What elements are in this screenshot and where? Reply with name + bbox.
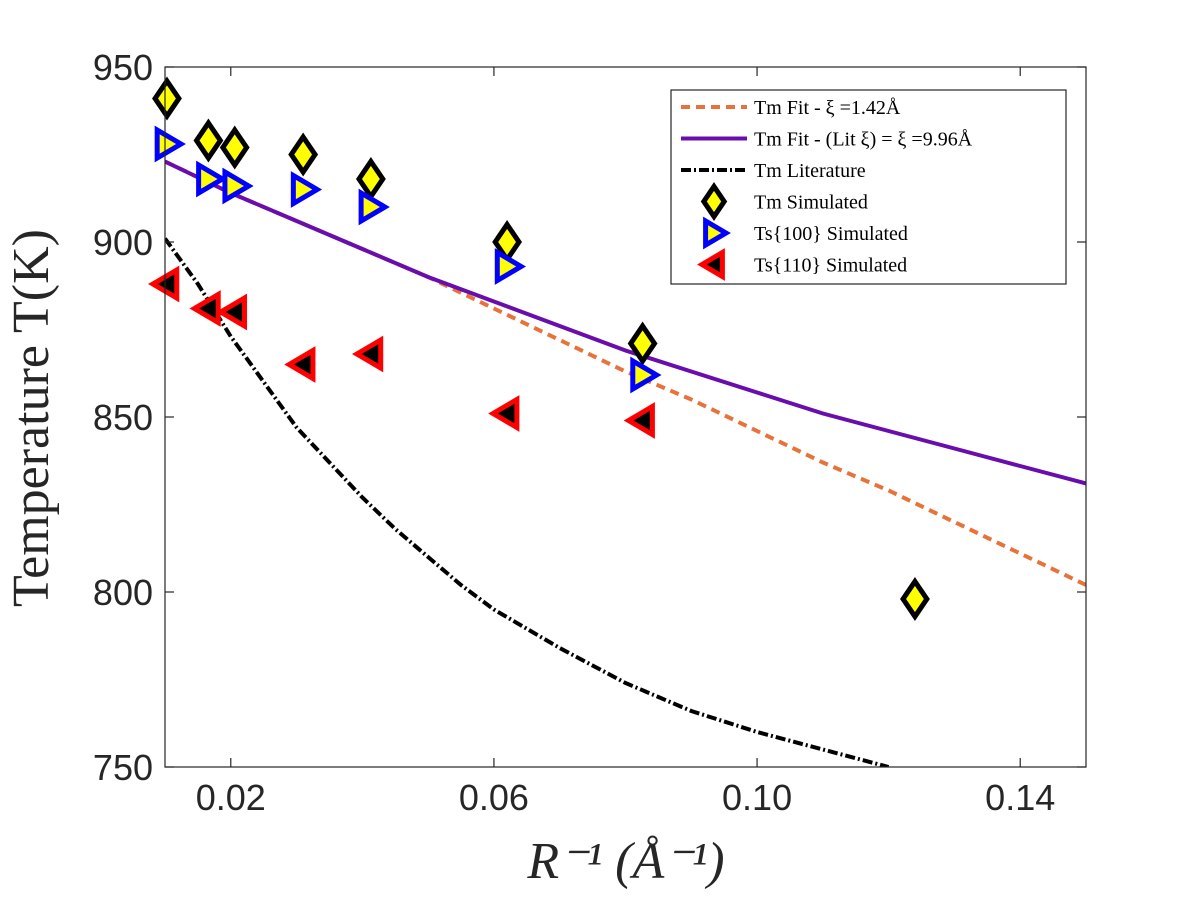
data-point-diamond: [219, 125, 250, 170]
series-markers-5: [148, 265, 655, 439]
legend-box: [670, 89, 1067, 285]
series-line-2: [165, 237, 890, 767]
y-tick-label: 900: [93, 222, 153, 263]
plot-area: [148, 76, 1086, 767]
y-tick-label: 750: [93, 747, 153, 788]
data-point-triangle-right: [494, 248, 527, 285]
axes: 0.02 0.06 0.10 0.14 750 800 850 900 950: [93, 47, 1087, 818]
legend-entry-label: Tm Fit - ξ =1.42Å: [754, 97, 901, 119]
data-point-triangle-left: [623, 402, 655, 439]
legend-entry-label: Tm Simulated: [754, 192, 868, 214]
x-tick-label: 0.14: [985, 777, 1055, 818]
legend-entry-label: Ts{110} Simulated: [754, 255, 907, 277]
y-tick-label: 950: [93, 47, 153, 88]
data-point-triangle-left: [284, 346, 316, 383]
x-tick-label: 0.02: [196, 777, 266, 818]
y-axis-title: Temperature T(K): [3, 229, 60, 607]
data-point-triangle-right: [630, 356, 662, 394]
data-point-triangle-left: [215, 293, 248, 331]
series-markers-4: [154, 125, 662, 394]
legend-marker-sample: [697, 248, 725, 281]
legend: Tm Fit - ξ =1.42Å Tm Fit - (Lit ξ) = ξ =9…: [670, 89, 1067, 285]
data-point-triangle-right: [290, 171, 323, 208]
data-point-triangle-left: [351, 335, 384, 373]
data-group: [165, 159, 1086, 767]
data-point-triangle-right: [154, 125, 186, 163]
legend-entry-label: Tm Literature: [754, 160, 866, 182]
data-point-triangle-left: [189, 290, 221, 327]
legend-entry-label: Tm Fit - (Lit ξ) = ξ =9.96Å: [754, 129, 973, 151]
y-tick-label: 800: [93, 572, 153, 613]
data-point-triangle-right: [196, 160, 228, 198]
legend-marker-sample: [700, 182, 728, 221]
y-tick-label: 850: [93, 397, 153, 438]
x-tick-label: 0.06: [459, 777, 529, 818]
data-point-diamond: [152, 76, 182, 121]
data-point-triangle-right: [222, 167, 254, 205]
data-point-diamond: [627, 321, 658, 366]
x-axis-title: R⁻¹ (Å⁻¹): [526, 833, 724, 890]
data-point-triangle-right: [358, 188, 390, 226]
data-point-diamond: [900, 577, 930, 621]
data-point-triangle-left: [488, 395, 520, 432]
legend-entry-label: Ts{100} Simulated: [754, 223, 908, 245]
legend-marker-sample: [703, 216, 731, 250]
data-point-diamond: [288, 132, 319, 177]
x-tick-label: 0.10: [722, 777, 792, 818]
series-line-1: [165, 159, 1086, 486]
data-point-diamond: [193, 118, 224, 163]
